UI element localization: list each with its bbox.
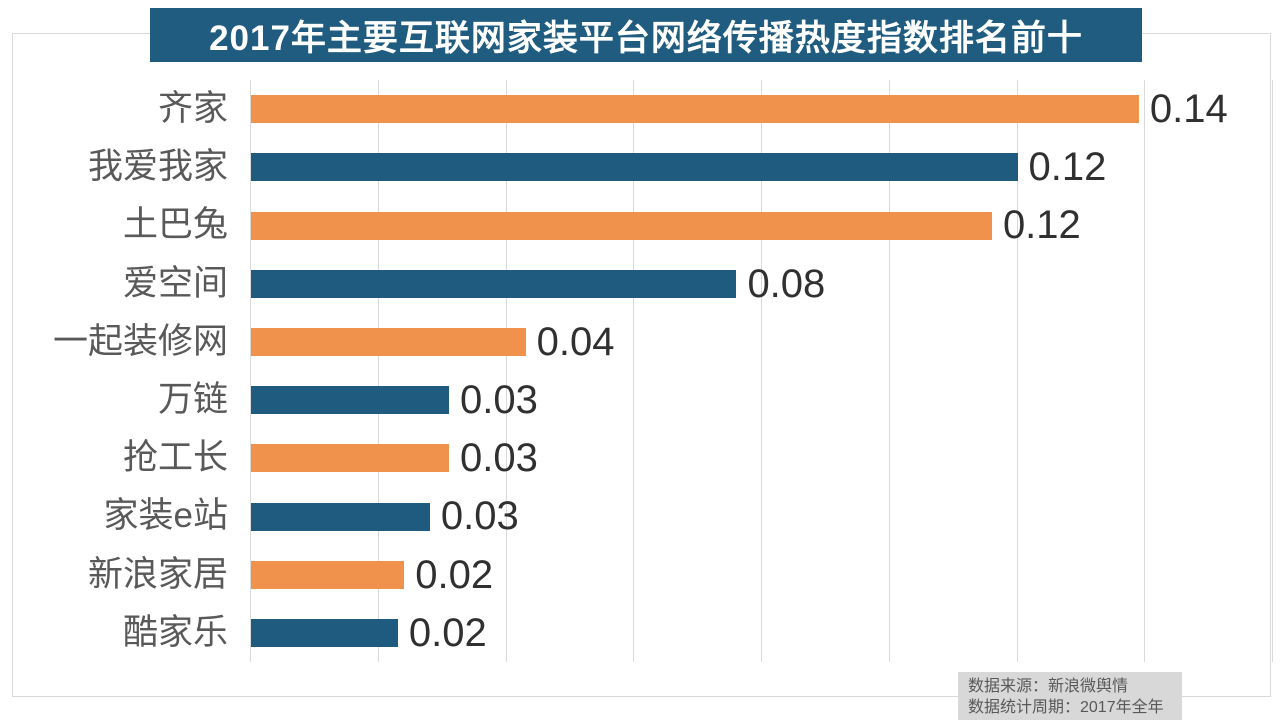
value-label: 0.02 <box>408 610 487 655</box>
bar-抢工长 <box>251 444 449 473</box>
bar-齐家 <box>251 95 1139 124</box>
gridline-x-0.08 <box>761 80 762 662</box>
category-label: 抢工长 <box>122 438 228 478</box>
category-label: 土巴兔 <box>122 205 228 245</box>
category-label: 酷家乐 <box>122 612 228 652</box>
value-label: 0.03 <box>460 436 538 481</box>
value-label: 0.14 <box>1149 87 1228 131</box>
category-label: 家装e站 <box>103 496 228 536</box>
value-label: 0.02 <box>415 552 494 597</box>
chart-frame <box>12 33 1271 697</box>
gridline-x-0.14 <box>1144 80 1146 662</box>
gridline-x-0.02 <box>377 80 379 662</box>
category-label: 新浪家居 <box>87 554 228 594</box>
value-label: 0.12 <box>1028 145 1107 190</box>
source-line-1: 数据来源：新浪微舆情 <box>968 678 1129 695</box>
bar-家装e站 <box>251 502 430 531</box>
value-label: 0.12 <box>1002 203 1081 248</box>
value-label: 0.04 <box>536 319 615 364</box>
gridline-x-0.00 <box>250 80 251 662</box>
category-label: 万链 <box>157 380 228 419</box>
value-label: 0.08 <box>747 261 826 306</box>
bar-土巴兔 <box>251 211 992 240</box>
gridline-x-0.10 <box>888 80 890 662</box>
value-label: 0.03 <box>440 494 519 539</box>
chart-title-banner: 2017年主要互联网家装平台网络传播热度指数排名前十 <box>150 8 1142 62</box>
gridline-x-0.12 <box>1016 80 1018 662</box>
source-box: 数据来源：新浪微舆情 数据统计周期：2017年全年 <box>958 672 1182 720</box>
chart-title: 2017年主要互联网家装平台网络传播热度指数排名前十 <box>209 18 1083 58</box>
category-label: 齐家 <box>157 89 228 128</box>
category-label: 我爱我家 <box>87 147 228 187</box>
source-line-2: 数据统计周期：2017年全年 <box>968 699 1164 716</box>
bar-新浪家居 <box>251 560 405 589</box>
bar-万链 <box>251 386 449 415</box>
gridline-x-0.16 <box>1272 80 1273 662</box>
category-label: 一起装修网 <box>52 321 228 361</box>
bar-爱空间 <box>251 269 737 298</box>
bar-一起装修网 <box>251 327 526 356</box>
gridline-x-0.06 <box>633 80 635 662</box>
category-label: 爱空间 <box>122 263 228 303</box>
bar-酷家乐 <box>251 618 398 647</box>
value-label: 0.03 <box>460 378 538 422</box>
gridline-x-0.04 <box>505 80 507 662</box>
bar-我爱我家 <box>251 153 1018 182</box>
